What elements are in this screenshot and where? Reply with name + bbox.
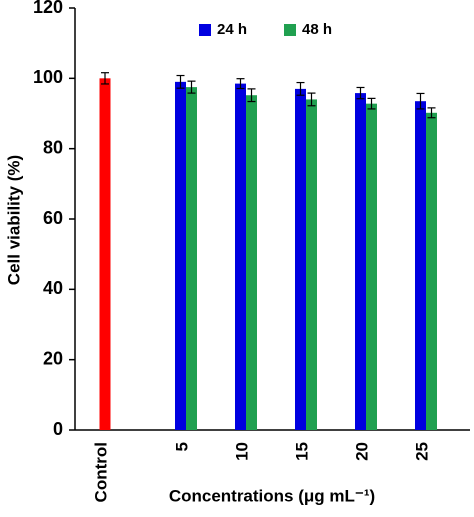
bar — [355, 93, 366, 430]
y-tick-label: 20 — [43, 348, 63, 368]
bar — [426, 112, 437, 431]
bar — [235, 83, 246, 430]
x-tick-label: 25 — [412, 442, 431, 461]
bar — [186, 87, 197, 430]
legend-swatch — [199, 24, 211, 36]
y-tick-label: 0 — [53, 419, 63, 439]
bar — [99, 78, 111, 430]
y-tick-label: 120 — [33, 0, 63, 17]
legend-label: 48 h — [302, 21, 332, 38]
x-axis-title: Concentrations (μg mL⁻¹) — [169, 486, 375, 505]
x-tick-label: Control — [91, 442, 110, 502]
legend-label: 24 h — [217, 21, 247, 38]
x-tick-label: 20 — [352, 442, 371, 461]
y-tick-label: 100 — [33, 67, 63, 87]
y-tick-label: 80 — [43, 137, 63, 157]
x-tick-label: 5 — [172, 442, 191, 451]
legend-swatch — [284, 24, 296, 36]
bar — [306, 99, 317, 430]
bar — [246, 95, 257, 431]
bar — [175, 81, 186, 430]
x-tick-label: 15 — [292, 442, 311, 461]
bar — [415, 101, 426, 431]
y-tick-label: 40 — [43, 278, 63, 298]
x-tick-label: 10 — [232, 442, 251, 461]
bar — [295, 88, 306, 430]
y-tick-label: 60 — [43, 208, 63, 228]
y-axis-title: Cell viability (%) — [4, 155, 23, 285]
bar — [366, 103, 377, 431]
